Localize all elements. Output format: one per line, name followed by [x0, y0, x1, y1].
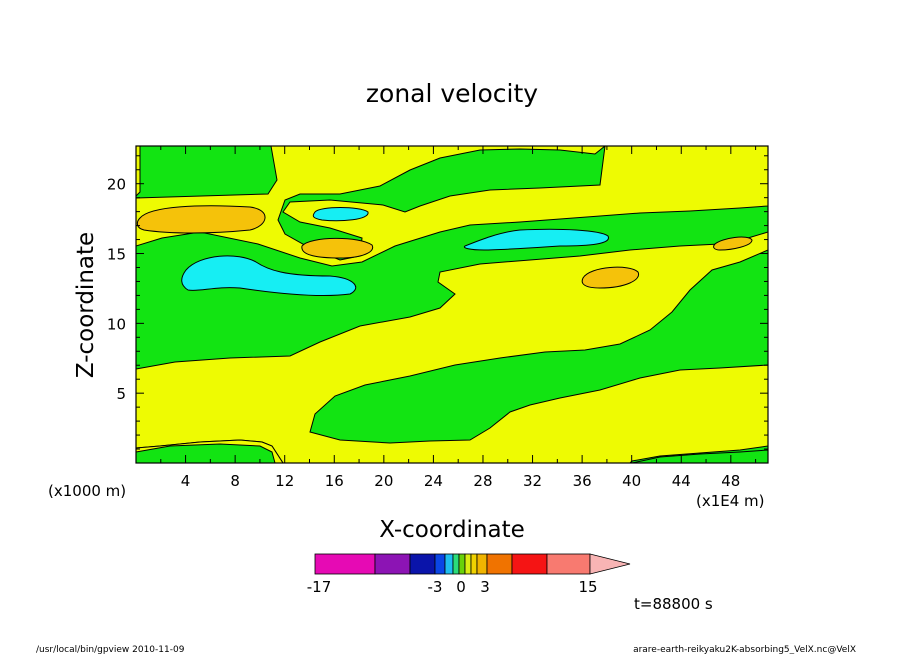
region-orange-2 [301, 237, 374, 259]
region-cyan-3 [463, 228, 609, 251]
region-green-bottomleft [136, 443, 276, 463]
y-tick-label: 20 [107, 176, 126, 194]
x-tick-labels: 4 8 12 16 20 24 28 32 36 40 44 48 [181, 472, 741, 490]
y-tick-labels: 5 10 15 20 [107, 176, 126, 403]
footer-left: /usr/local/bin/gpview 2010-11-09 [36, 645, 185, 654]
colorbar-segment [486, 553, 513, 575]
colorbar-label: -17 [307, 578, 332, 596]
x-tick-label: 44 [672, 472, 691, 490]
x-axis-label: X-coordinate [379, 517, 525, 543]
region-orange-1 [136, 205, 266, 234]
y-tick-label: 15 [107, 246, 126, 264]
colorbar-segment [511, 553, 548, 575]
y-tick-label: 5 [116, 385, 126, 403]
colorbar-segment [470, 553, 478, 575]
colorbar [314, 553, 631, 575]
x-tick-label: 8 [230, 472, 240, 490]
colorbar-arrow [589, 553, 631, 575]
colorbar-label: -3 [428, 578, 443, 596]
x-tick-label: 12 [275, 472, 294, 490]
colorbar-label: 15 [578, 578, 597, 596]
x-tick-label: 24 [424, 472, 443, 490]
colorbar-segment [476, 553, 488, 575]
colorbar-segment [409, 553, 436, 575]
x-tick-label: 36 [573, 472, 592, 490]
y-tick-label: 10 [107, 315, 126, 333]
colorbar-segment [444, 553, 454, 575]
colorbar-segment [458, 553, 466, 575]
region-orange-3 [581, 266, 640, 289]
colorbar-segment [434, 553, 446, 575]
x-tick-marks [160, 146, 757, 463]
chart-title: zonal velocity [366, 79, 538, 108]
colorbar-labels: -17 -3 0 3 15 [307, 578, 598, 596]
x-tick-label: 32 [523, 472, 542, 490]
colorbar-label: 0 [456, 578, 466, 596]
colorbar-segment [452, 553, 460, 575]
time-label: t=88800 s [634, 595, 713, 613]
colorbar-segment [374, 553, 411, 575]
region-yellow-upper [136, 146, 768, 267]
plot-frame [135, 145, 769, 464]
x-tick-label: 28 [473, 472, 492, 490]
x-tick-label: 4 [181, 472, 191, 490]
region-orange-4 [713, 236, 753, 251]
x-tick-label: 16 [325, 472, 344, 490]
colorbar-segment [464, 553, 472, 575]
x-tick-label: 48 [721, 472, 740, 490]
y-axis-label: Z-coordinate [73, 232, 99, 378]
region-green-bottomright [631, 449, 768, 463]
x-unit-left: (x1000 m) [48, 482, 126, 500]
colorbar-segment [546, 553, 591, 575]
colorbar-segment [314, 553, 376, 575]
region-cyan-2 [312, 207, 369, 222]
region-cyan-1 [181, 255, 357, 297]
x-tick-label: 20 [374, 472, 393, 490]
footer-right: arare-earth-reikyaku2K-absorbing5_VelX.n… [633, 645, 856, 654]
y-tick-marks [136, 155, 768, 450]
region-yellow-middle [136, 231, 768, 463]
colorbar-label: 3 [480, 578, 490, 596]
x-tick-label: 40 [622, 472, 641, 490]
x-unit-right: (x1E4 m) [696, 492, 765, 510]
